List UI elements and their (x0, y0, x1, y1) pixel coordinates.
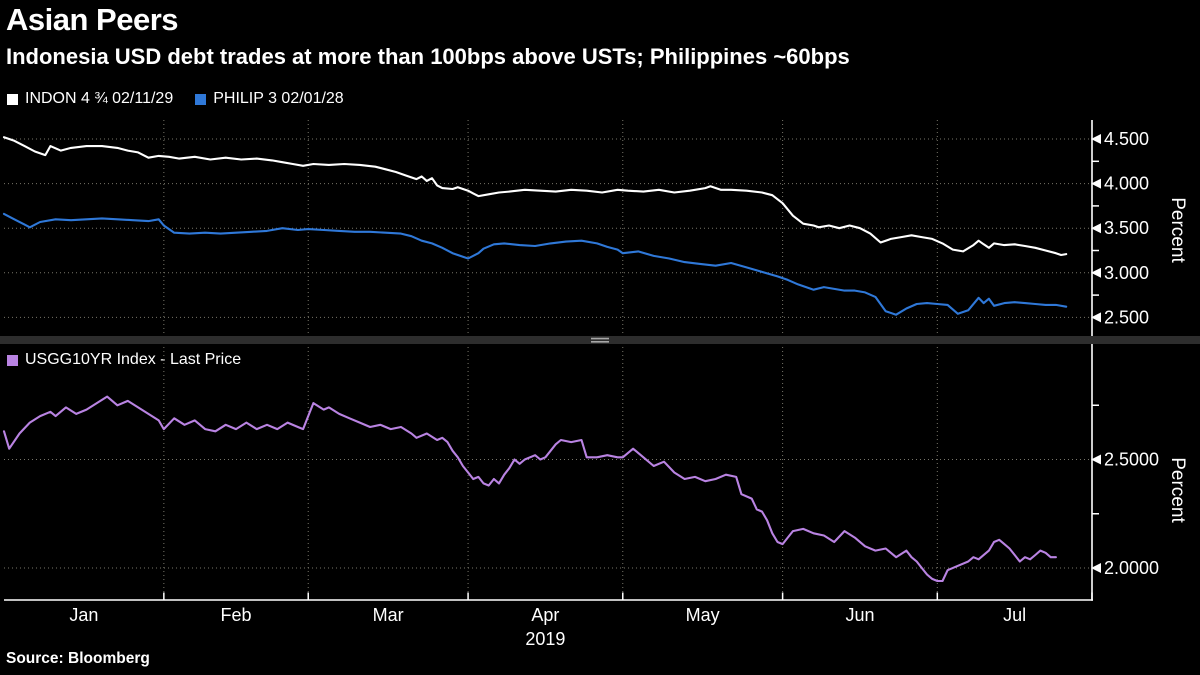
y-tick-label: 2.0000 (1104, 558, 1159, 578)
month-label: May (686, 605, 720, 625)
y-tick-arrow (1091, 134, 1101, 144)
legend-item-philip-label: PHILIP 3 02/01/28 (213, 90, 344, 107)
y-tick-label: 4.500 (1104, 129, 1149, 149)
month-label: Jun (845, 605, 874, 625)
month-label: Jul (1003, 605, 1026, 625)
source-credit: Source: Bloomberg (6, 650, 150, 667)
y-tick-arrow (1091, 178, 1101, 189)
series-line-indon (2, 136, 1068, 257)
legend-item-usgg10yr-label: USGG10YR Index - Last Price (25, 351, 242, 368)
chart-subtitle: Indonesia USD debt trades at more than 1… (6, 44, 850, 69)
month-label: Jan (69, 605, 98, 625)
y-tick-arrow (1091, 312, 1101, 323)
month-label: Feb (221, 605, 252, 625)
philip-legend-swatch (195, 93, 207, 105)
indon-legend-swatch (7, 93, 18, 105)
y-tick-label: 2.500 (1104, 307, 1149, 327)
legend-item-indon-label: INDON 4 ¾ 02/11/29 (25, 90, 174, 107)
y-tick-label: 3.500 (1104, 218, 1149, 238)
month-label: Mar (373, 605, 404, 625)
top-panel-legend: INDON 4 ¾ 02/11/29 PHILIP 3 02/01/28 (7, 90, 344, 108)
legend-item-indon: INDON 4 ¾ 02/11/29 (7, 90, 173, 108)
series-line-philip (2, 212, 1068, 316)
y-axis-title: Percent (1167, 197, 1188, 263)
series-line-usgg10yr (2, 395, 1057, 583)
legend-item-usgg10yr: USGG10YR Index - Last Price (7, 351, 241, 369)
y-tick-label: 4.000 (1104, 174, 1149, 194)
y-axis-title: Percent (1167, 457, 1188, 523)
y-tick-label: 2.5000 (1104, 450, 1159, 470)
chart-title: Asian Peers (6, 2, 179, 37)
year-label: 2019 (525, 629, 565, 649)
legend-item-philip: PHILIP 3 02/01/28 (195, 90, 344, 108)
y-tick-arrow (1091, 267, 1101, 278)
y-tick-label: 3.000 (1104, 263, 1149, 283)
usgg10yr-legend-swatch (7, 354, 18, 366)
y-tick-arrow (1091, 223, 1101, 234)
bottom-panel-legend: USGG10YR Index - Last Price (7, 351, 241, 369)
month-label: Apr (531, 605, 559, 625)
panel-divider (0, 336, 1200, 344)
y-tick-arrow (1091, 563, 1101, 573)
y-tick-arrow (1091, 454, 1101, 465)
